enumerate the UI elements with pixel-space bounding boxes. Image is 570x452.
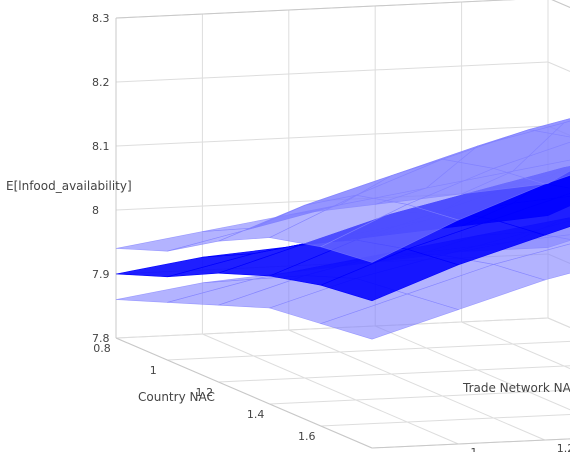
y-tick-label: 1 bbox=[470, 446, 477, 452]
floor-gridline-y bbox=[202, 333, 459, 445]
floor-gridline-x bbox=[167, 340, 570, 361]
y-tick-label: 0.8 bbox=[384, 450, 402, 452]
x-tick-label: 1.4 bbox=[247, 408, 265, 421]
x-tick-label: 1.2 bbox=[196, 386, 214, 399]
z-tick-label: 8.3 bbox=[92, 12, 110, 25]
floor-gridline-x bbox=[269, 389, 570, 405]
floor-gridline-y bbox=[375, 325, 570, 411]
x-tick-label: 0.8 bbox=[93, 342, 111, 355]
x-tick-label: 1.6 bbox=[298, 430, 316, 443]
floor-gridline-y bbox=[461, 321, 570, 370]
wall-gridline-z bbox=[547, 317, 570, 328]
surface-patch bbox=[319, 293, 460, 340]
wall-gridline-z bbox=[551, 0, 570, 8]
z-tick-label: 8.2 bbox=[92, 76, 110, 89]
y-axis-title: Trade Network NAC bbox=[462, 381, 570, 395]
y-axis-line bbox=[371, 438, 570, 449]
wall-gridline-z bbox=[115, 125, 549, 147]
z-tick-label: 8 bbox=[92, 204, 99, 217]
floor-gridline-x bbox=[218, 365, 570, 383]
floor-gridline-y bbox=[288, 329, 545, 441]
z-tick-label: 8.1 bbox=[92, 140, 110, 153]
x-tick-label: 1 bbox=[150, 364, 157, 377]
floor-gridline-y bbox=[547, 317, 570, 328]
surface-patch bbox=[563, 120, 570, 124]
wall-gridline-z bbox=[115, 61, 549, 83]
x-axis-title: Country NAC bbox=[138, 390, 215, 404]
top-edge bbox=[115, 0, 516, 19]
z-axis-title: E[lnfood_availability] bbox=[6, 179, 132, 193]
x-axis-line bbox=[115, 337, 373, 449]
surface-patch bbox=[319, 204, 460, 263]
surface-upper-bound bbox=[115, 118, 570, 263]
wall-gridline-z bbox=[115, 317, 549, 339]
surfaces bbox=[115, 118, 570, 340]
y-tick-label: 1.2 bbox=[557, 442, 570, 452]
z-tick-label: 7.8 bbox=[92, 332, 110, 345]
z-tick-label: 7.9 bbox=[92, 268, 110, 281]
tick-labels: 7.87.988.18.28.30.811.21.41.61.80.811.21… bbox=[92, 12, 570, 452]
floor-gridline-x bbox=[320, 413, 570, 427]
surface-patch bbox=[319, 248, 460, 302]
top-edge bbox=[551, 0, 570, 8]
